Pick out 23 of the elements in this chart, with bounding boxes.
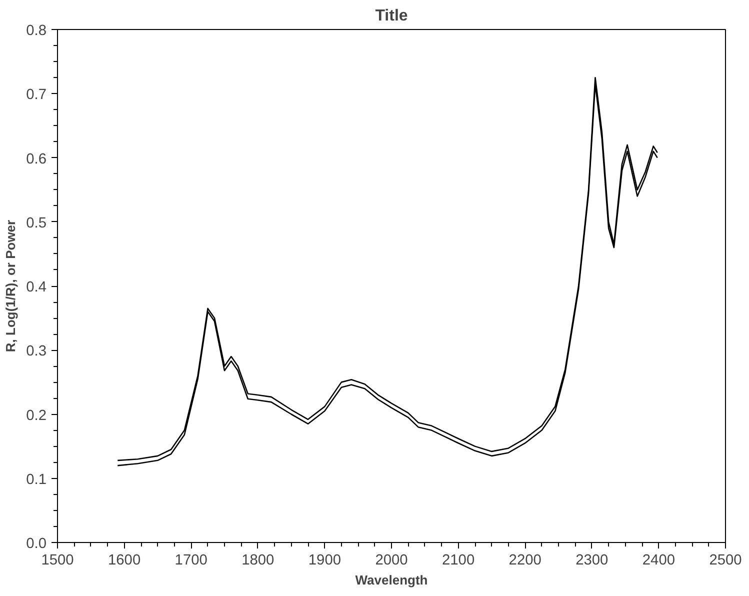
- y-tick-label: 0.5: [26, 215, 46, 232]
- x-tick-label: 2300: [576, 552, 608, 568]
- x-tick-label: 2200: [508, 552, 542, 568]
- x-tick-label: 1700: [174, 552, 208, 568]
- y-tick-label: 0.6: [26, 151, 46, 168]
- x-tick-label: 1800: [242, 552, 274, 568]
- y-tick-label: 0.8: [26, 23, 46, 39]
- x-tick-label: 1500: [41, 552, 74, 568]
- x-tick-label: 2100: [442, 552, 475, 568]
- x-tick-label: 2400: [642, 552, 676, 568]
- y-tick-label: 0.0: [26, 536, 46, 552]
- y-axis-title: R, Log(1/R), or Power: [3, 220, 18, 352]
- x-tick-label: 1900: [308, 552, 342, 568]
- y-tick-label: 0.3: [26, 344, 46, 360]
- y-tick-label: 0.1: [26, 472, 46, 488]
- chart-title: Title: [375, 8, 408, 24]
- x-tick-label: 2500: [709, 552, 742, 568]
- y-tick-label: 0.4: [26, 280, 46, 296]
- x-axis-title: Wavelength: [355, 572, 428, 588]
- y-tick-label: 0.2: [26, 408, 46, 424]
- x-tick-label: 1600: [108, 552, 141, 568]
- x-tick-label: 2000: [375, 552, 408, 568]
- y-tick-label: 0.7: [26, 87, 46, 104]
